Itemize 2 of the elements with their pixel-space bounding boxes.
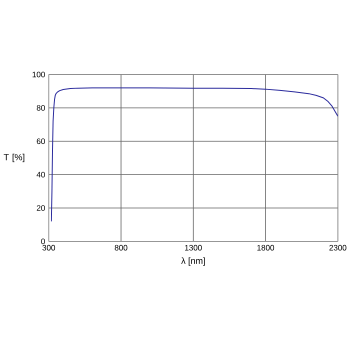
x-axis-title: λ [nm] — [181, 258, 205, 266]
y-axis-title: T [%] — [4, 154, 24, 162]
